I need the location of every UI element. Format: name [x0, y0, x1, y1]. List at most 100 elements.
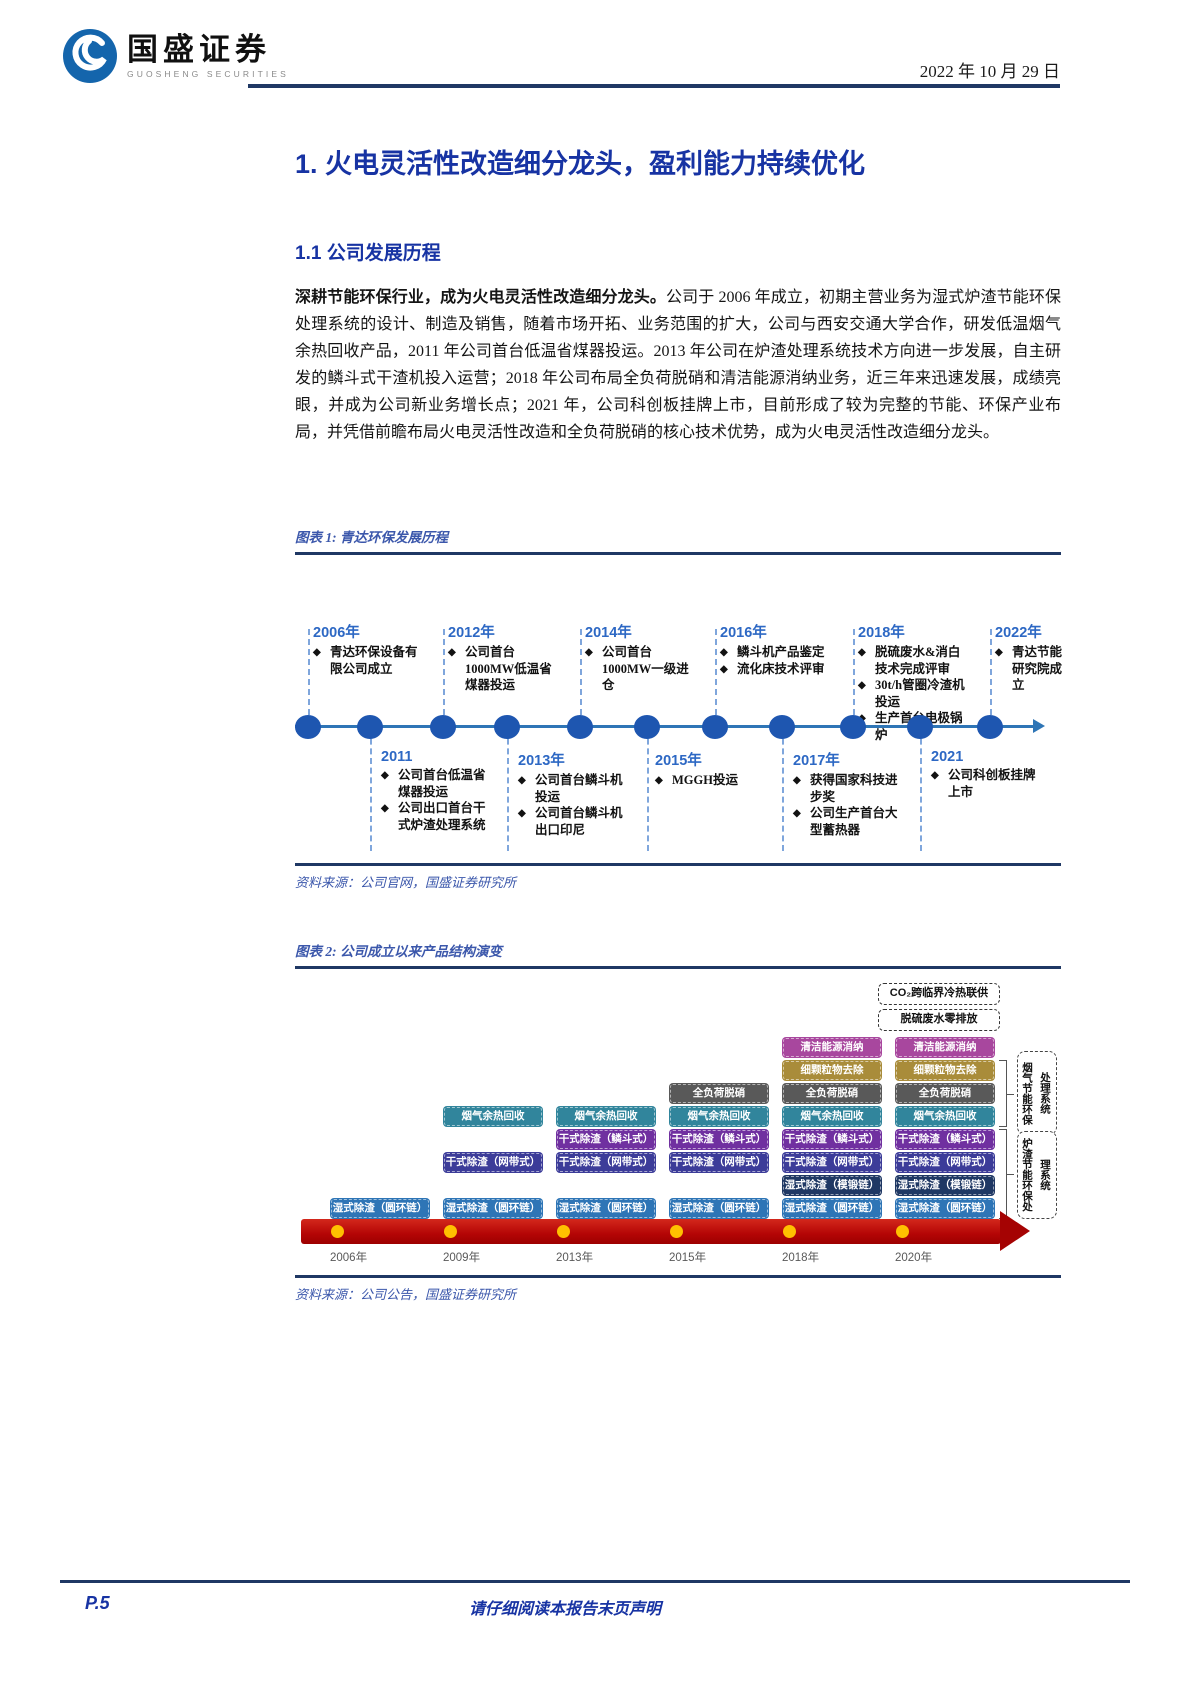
timeline-node	[494, 715, 520, 739]
brand-text: 国盛证券 GUOSHENG SECURITIES	[127, 33, 289, 80]
timeline-connector	[507, 729, 509, 851]
paragraph-lead: 深耕节能环保行业，成为火电灵活性改造细分龙头。	[295, 289, 666, 306]
timeline-chart: 2006年 青达环保设备有限公司成立 2012年 公司首台1000MW低温省煤器…	[295, 555, 1062, 857]
event-year: 2013年	[518, 753, 565, 769]
body-paragraph: 深耕节能环保行业，成为火电灵活性改造细分龙头。公司于 2006 年成立，初期主营…	[295, 284, 1061, 446]
event-year: 2016年	[720, 625, 767, 641]
brand-logo: 国盛证券 GUOSHENG SECURITIES	[62, 28, 289, 84]
timeline-connector	[580, 629, 582, 725]
timeline-node	[295, 715, 321, 739]
event-year: 2015年	[655, 753, 702, 769]
year-label: 2018年	[782, 1252, 820, 1264]
timeline-node	[907, 715, 933, 739]
product-pill: 湿式除渣（模锻链）	[895, 1175, 995, 1196]
product-pill: 湿式除渣（模锻链）	[782, 1175, 882, 1196]
time-arrow	[301, 1219, 1001, 1244]
product-pill: 湿式除渣（圆环链）	[443, 1198, 543, 1219]
timeline-axis	[295, 725, 1035, 728]
timeline-node	[840, 715, 866, 739]
event-items: 青达节能研究院成立	[995, 644, 1067, 694]
timeline-node	[567, 715, 593, 739]
event-items: 公司首台1000MW一级进仓	[585, 644, 697, 694]
timeline-node	[357, 715, 383, 739]
timeline-event-2021: 2021 公司科创板挂牌上市	[931, 749, 1041, 800]
year-marker-icon	[896, 1225, 909, 1238]
timeline-event-2013: 2013年 公司首台鳞斗机投运 公司首台鳞斗机出口印尼	[518, 749, 628, 838]
product-pill: 湿式除渣（圆环链）	[556, 1198, 656, 1219]
figure1-top-rule	[295, 552, 1061, 555]
event-item: 公司出口首台干式炉渣处理系统	[381, 800, 491, 833]
timeline-event-2015: 2015年 MGGH投运	[655, 749, 759, 789]
event-item: 流化床技术评审	[720, 661, 844, 677]
event-item: 公司首台鳞斗机投运	[518, 772, 628, 805]
timeline-node	[634, 715, 660, 739]
event-item: 公司首台1000MW一级进仓	[585, 644, 697, 694]
group-label-slag: 炉渣节能环保处理系统	[1017, 1131, 1057, 1219]
event-year: 2012年	[448, 625, 495, 641]
event-item: 公司首台鳞斗机出口印尼	[518, 805, 628, 838]
header-divider	[248, 84, 1060, 88]
figure2-source: 资料来源：公司公告，国盛证券研究所	[295, 1287, 517, 1302]
product-pill: 细颗粒物去除	[895, 1060, 995, 1081]
event-item: 青达节能研究院成立	[995, 644, 1067, 694]
product-pill: 干式除渣（网带式）	[443, 1152, 543, 1173]
timeline-connector	[443, 629, 445, 725]
timeline-event-2017: 2017年 获得国家科技进步奖 公司生产首台大型蓄热器	[793, 749, 903, 838]
timeline-connector	[990, 629, 992, 725]
year-label: 2015年	[669, 1252, 707, 1264]
timeline-event-2016: 2016年 鳞斗机产品鉴定 流化床技术评审	[720, 621, 844, 677]
product-pill: 烟气余热回收	[669, 1106, 769, 1127]
product-pill: 干式除渣（网带式）	[895, 1152, 995, 1173]
event-item: MGGH投运	[655, 772, 759, 789]
timeline-connector	[308, 629, 310, 725]
event-items: 获得国家科技进步奖 公司生产首台大型蓄热器	[793, 772, 903, 838]
year-marker-icon	[331, 1225, 344, 1238]
timeline-connector	[647, 729, 649, 851]
figure2-bottom-rule	[295, 1275, 1061, 1278]
figure1-source: 资料来源：公司官网，国盛证券研究所	[295, 875, 517, 890]
timeline-event-2012: 2012年 公司首台1000MW低温省煤器投运	[448, 621, 560, 694]
event-year: 2018年	[858, 625, 905, 641]
figure1-bottom-rule	[295, 863, 1061, 866]
product-pill: 清洁能源消纳	[782, 1037, 882, 1058]
group-bracket	[999, 1060, 1014, 1127]
timeline-connector	[715, 629, 717, 725]
timeline-event-2022: 2022年 青达节能研究院成立	[995, 621, 1067, 694]
event-items: 鳞斗机产品鉴定 流化床技术评审	[720, 644, 844, 678]
event-items: 脱硫废水&消白技术完成评审 30t/h管圈冷渣机投运 生产首台电极锅炉	[858, 644, 968, 743]
product-pill: 湿式除渣（圆环链）	[669, 1198, 769, 1219]
subsection-title: 1.1 公司发展历程	[295, 243, 441, 264]
product-pill: 细颗粒物去除	[782, 1060, 882, 1081]
timeline-event-2014: 2014年 公司首台1000MW一级进仓	[585, 621, 697, 694]
product-pill: 干式除渣（鳞斗式）	[556, 1129, 656, 1150]
event-item: 公司首台低温省煤器投运	[381, 767, 491, 800]
event-year: 2014年	[585, 625, 632, 641]
event-item: 鳞斗机产品鉴定	[720, 644, 844, 661]
product-pill: 干式除渣（网带式）	[669, 1152, 769, 1173]
event-item: 获得国家科技进步奖	[793, 772, 903, 805]
product-pill: 清洁能源消纳	[895, 1037, 995, 1058]
product-pill: 干式除渣（网带式）	[556, 1152, 656, 1173]
figure1-title: 图表 1: 青达环保发展历程	[295, 530, 448, 545]
event-year: 2006年	[313, 625, 360, 641]
event-item: 青达环保设备有限公司成立	[313, 644, 425, 677]
page-number: P.5	[85, 1593, 110, 1613]
footer-divider	[60, 1580, 1130, 1583]
timeline-connector	[853, 629, 855, 725]
timeline-event-2018: 2018年 脱硫废水&消白技术完成评审 30t/h管圈冷渣机投运 生产首台电极锅…	[858, 621, 968, 743]
year-marker-icon	[670, 1225, 683, 1238]
group-bracket	[999, 1129, 1014, 1219]
event-item: 公司首台1000MW低温省煤器投运	[448, 644, 560, 694]
event-items: 公司首台鳞斗机投运 公司首台鳞斗机出口印尼	[518, 772, 628, 838]
event-year: 2011	[381, 749, 413, 765]
year-label: 2020年	[895, 1252, 933, 1264]
product-pill: 全负荷脱硝	[782, 1083, 882, 1104]
year-marker-icon	[557, 1225, 570, 1238]
time-arrow-head-icon	[1000, 1211, 1030, 1251]
product-pill: 烟气余热回收	[443, 1106, 543, 1127]
event-items: 公司首台1000MW低温省煤器投运	[448, 644, 560, 694]
year-label: 2009年	[443, 1252, 481, 1264]
guosheng-logo-icon	[63, 29, 117, 83]
figure1-development-history: 图表 1: 青达环保发展历程	[295, 526, 1062, 891]
